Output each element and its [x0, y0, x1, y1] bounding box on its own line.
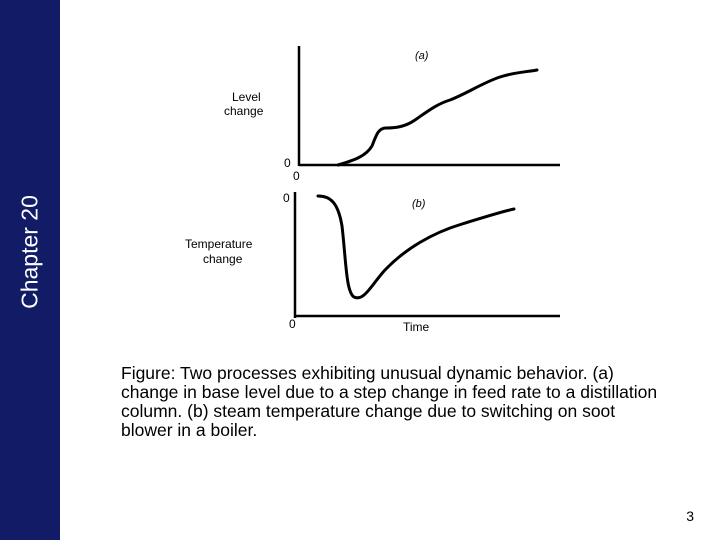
- panel-b-zero-x: 0: [289, 317, 296, 331]
- panel-a-ylabel-line1: Level: [232, 90, 261, 104]
- panel-b-ylabel-line1: Temperature: [185, 237, 253, 251]
- panel-b-tag: (b): [412, 198, 426, 210]
- panel-a-tag: (a): [415, 50, 429, 62]
- panel-a-ylabel-line2: change: [224, 104, 264, 118]
- panel-a-zero-x: 0: [293, 169, 300, 183]
- panel-b-ylabel-line2: change: [203, 252, 243, 266]
- panel-a-zero-y: 0: [284, 156, 291, 170]
- figure-caption: Figure: Two processes exhibiting unusual…: [121, 363, 658, 440]
- chapter-sidebar: Chapter 20: [0, 0, 60, 540]
- chapter-label: Chapter 20: [16, 195, 43, 309]
- panel-b-xlabel: Time: [403, 320, 430, 334]
- page-number: 3: [686, 508, 694, 524]
- panel-a: (a) Level change 0 0: [224, 46, 560, 183]
- level-change-curve: [336, 68, 539, 167]
- panel-b-zero-y: 0: [283, 191, 290, 205]
- panel-b: (b) Temperature change 0 0 Time: [185, 191, 560, 334]
- dynamic-behavior-figure: (a) Level change 0 0 (b) Temperature cha…: [185, 46, 560, 334]
- temperature-change-curve: [316, 194, 516, 300]
